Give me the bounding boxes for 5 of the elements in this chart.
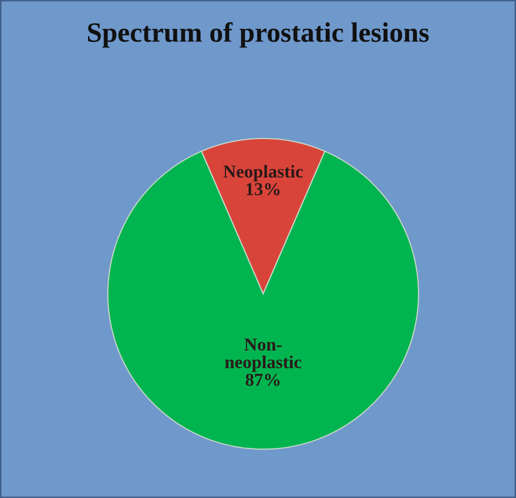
data-label: 87% [246, 374, 280, 386]
chart-title: Spectrum of prostatic lesions [88, 22, 429, 48]
slice-label: Neoplastic [223, 164, 303, 182]
slice-label: Non-neoplastic [225, 338, 302, 372]
data-label: 13% [246, 183, 280, 196]
